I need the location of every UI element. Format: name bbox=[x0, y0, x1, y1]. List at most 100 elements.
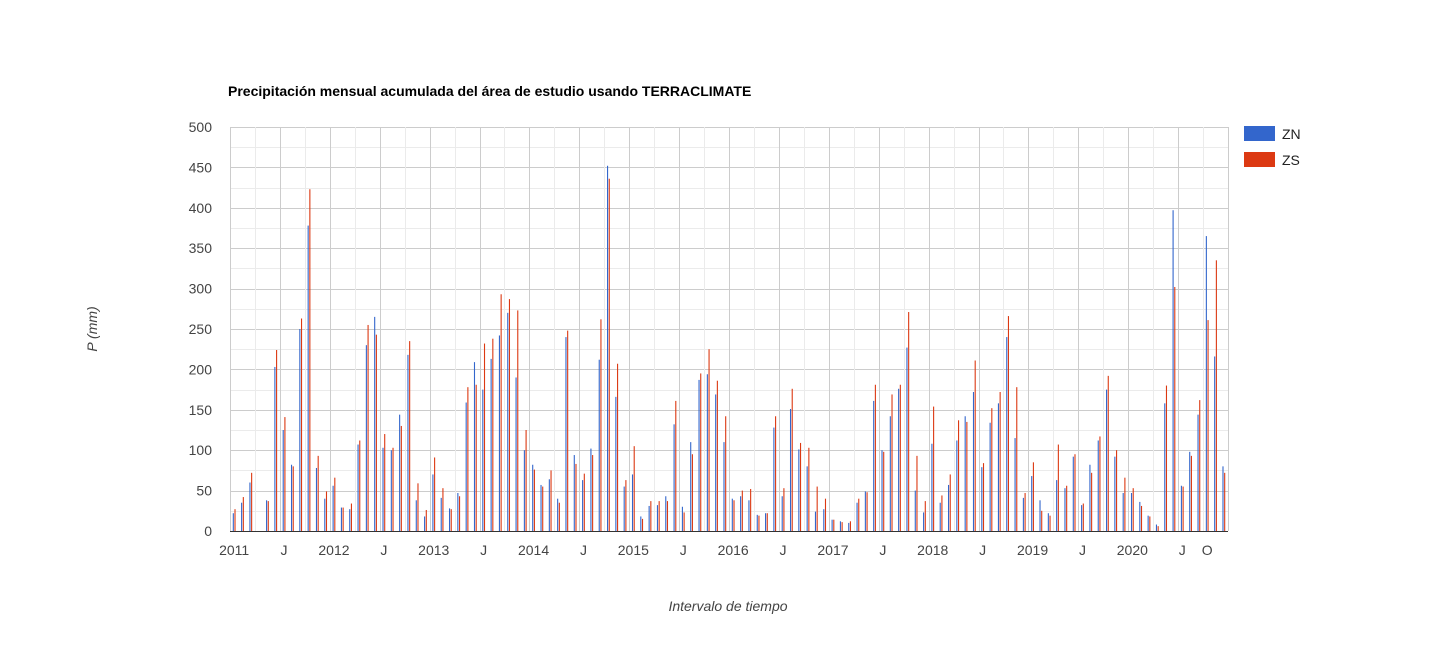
bar-zn bbox=[898, 388, 900, 531]
bar-zs bbox=[242, 497, 244, 531]
bar-zn bbox=[399, 414, 401, 531]
y-axis-ticks: 0 50 100 150 200 250 300 350 400 450 500 bbox=[189, 119, 213, 539]
bar-zn bbox=[1189, 451, 1191, 531]
bar-zn bbox=[590, 448, 592, 531]
bar-zn bbox=[1006, 337, 1008, 531]
bar-zn bbox=[756, 514, 758, 531]
bar-zs bbox=[234, 509, 236, 531]
bar-zs bbox=[475, 384, 477, 531]
bar-zs bbox=[600, 319, 602, 531]
bar-zn bbox=[690, 442, 692, 531]
bar-zs bbox=[775, 416, 777, 531]
y-tick-label: 0 bbox=[204, 523, 212, 539]
bar-zn bbox=[656, 505, 659, 531]
bar-zs bbox=[808, 447, 810, 531]
x-tick-label: 2019 bbox=[1017, 542, 1048, 558]
bar-zn bbox=[1097, 440, 1099, 531]
legend-swatch-zs bbox=[1244, 152, 1275, 167]
bar-zn bbox=[781, 496, 783, 531]
bar-zs bbox=[1041, 510, 1043, 531]
bar-zs bbox=[434, 457, 436, 531]
bar-zn bbox=[482, 389, 484, 531]
x-tick-label: 2014 bbox=[518, 542, 549, 558]
bar-zs bbox=[1091, 472, 1093, 531]
bar-zn bbox=[731, 498, 733, 531]
bar-zs bbox=[1099, 436, 1101, 531]
x-tick-label: J bbox=[780, 542, 787, 558]
bar-zn bbox=[906, 347, 908, 531]
bar-zn bbox=[374, 316, 376, 531]
bar-zn bbox=[340, 507, 342, 531]
bar-zn bbox=[648, 505, 650, 531]
bar-zn bbox=[981, 467, 983, 531]
bar-zs bbox=[500, 294, 502, 531]
bar-zn bbox=[939, 502, 941, 531]
bar-zs bbox=[309, 189, 311, 531]
bar-zs bbox=[350, 503, 352, 531]
bar-zs bbox=[1157, 526, 1159, 531]
bar-zn bbox=[723, 442, 725, 531]
bar-zn bbox=[382, 447, 384, 531]
bar-zn bbox=[1155, 524, 1158, 531]
bar-zn bbox=[615, 396, 617, 531]
bar-zn bbox=[1022, 497, 1024, 531]
bar-zn bbox=[457, 493, 459, 531]
bar-zs bbox=[558, 502, 560, 531]
bar-zn bbox=[848, 522, 850, 531]
bar-zn bbox=[548, 479, 550, 531]
bar-zs bbox=[542, 486, 544, 531]
bar-zs bbox=[725, 416, 727, 531]
bar-zn bbox=[1214, 356, 1216, 531]
bar-zs bbox=[866, 492, 868, 531]
y-tick-label: 50 bbox=[196, 483, 212, 499]
bar-zn bbox=[349, 509, 351, 531]
bar-zn bbox=[673, 424, 675, 531]
bar-zn bbox=[1014, 438, 1016, 531]
bar-zs bbox=[1215, 260, 1217, 531]
bar-zn bbox=[598, 359, 600, 531]
x-tick-label: O bbox=[1202, 542, 1213, 558]
bar-zs bbox=[292, 466, 294, 531]
bar-zn bbox=[507, 312, 509, 531]
bar-zs bbox=[267, 501, 269, 531]
bar-zn bbox=[557, 498, 559, 531]
x-tick-label: 2013 bbox=[418, 542, 449, 558]
bar-zn bbox=[1172, 210, 1174, 531]
bar-zs bbox=[1140, 505, 1143, 531]
bar-zn bbox=[1056, 480, 1058, 531]
bar-zs bbox=[400, 425, 402, 531]
bar-zn bbox=[1081, 505, 1083, 531]
bar-zn bbox=[523, 450, 525, 531]
bar-zs bbox=[1049, 515, 1051, 531]
bar-zs bbox=[858, 498, 860, 531]
x-tick-label: J bbox=[1179, 542, 1186, 558]
bar-zn bbox=[415, 500, 417, 531]
bar-zs bbox=[1116, 450, 1118, 531]
bar-zs bbox=[367, 324, 369, 531]
bar-zn bbox=[465, 402, 467, 531]
bar-zs bbox=[1082, 503, 1084, 531]
bar-zn bbox=[765, 513, 767, 531]
bar-zs bbox=[409, 341, 411, 531]
bar-zn bbox=[814, 511, 817, 531]
y-tick-label: 100 bbox=[189, 442, 213, 458]
bar-zs bbox=[933, 406, 935, 531]
bar-zn bbox=[798, 449, 800, 531]
bar-zn bbox=[565, 337, 567, 531]
bar-zn bbox=[839, 521, 841, 531]
bar-zn bbox=[1180, 485, 1182, 531]
bar-zn bbox=[390, 450, 392, 531]
bar-zs bbox=[758, 515, 760, 531]
bar-zn bbox=[997, 403, 999, 531]
bar-zs bbox=[974, 360, 976, 531]
bar-zn bbox=[1064, 488, 1066, 531]
bar-zs bbox=[317, 455, 319, 531]
bar-zs bbox=[425, 509, 427, 531]
bar-zn bbox=[440, 497, 442, 531]
bar-zs bbox=[1174, 286, 1176, 531]
bar-zs bbox=[483, 343, 486, 531]
legend: ZN ZS bbox=[1244, 126, 1301, 168]
bar-zn bbox=[740, 496, 742, 531]
bar-zs bbox=[300, 318, 303, 531]
bar-zs bbox=[492, 338, 494, 531]
